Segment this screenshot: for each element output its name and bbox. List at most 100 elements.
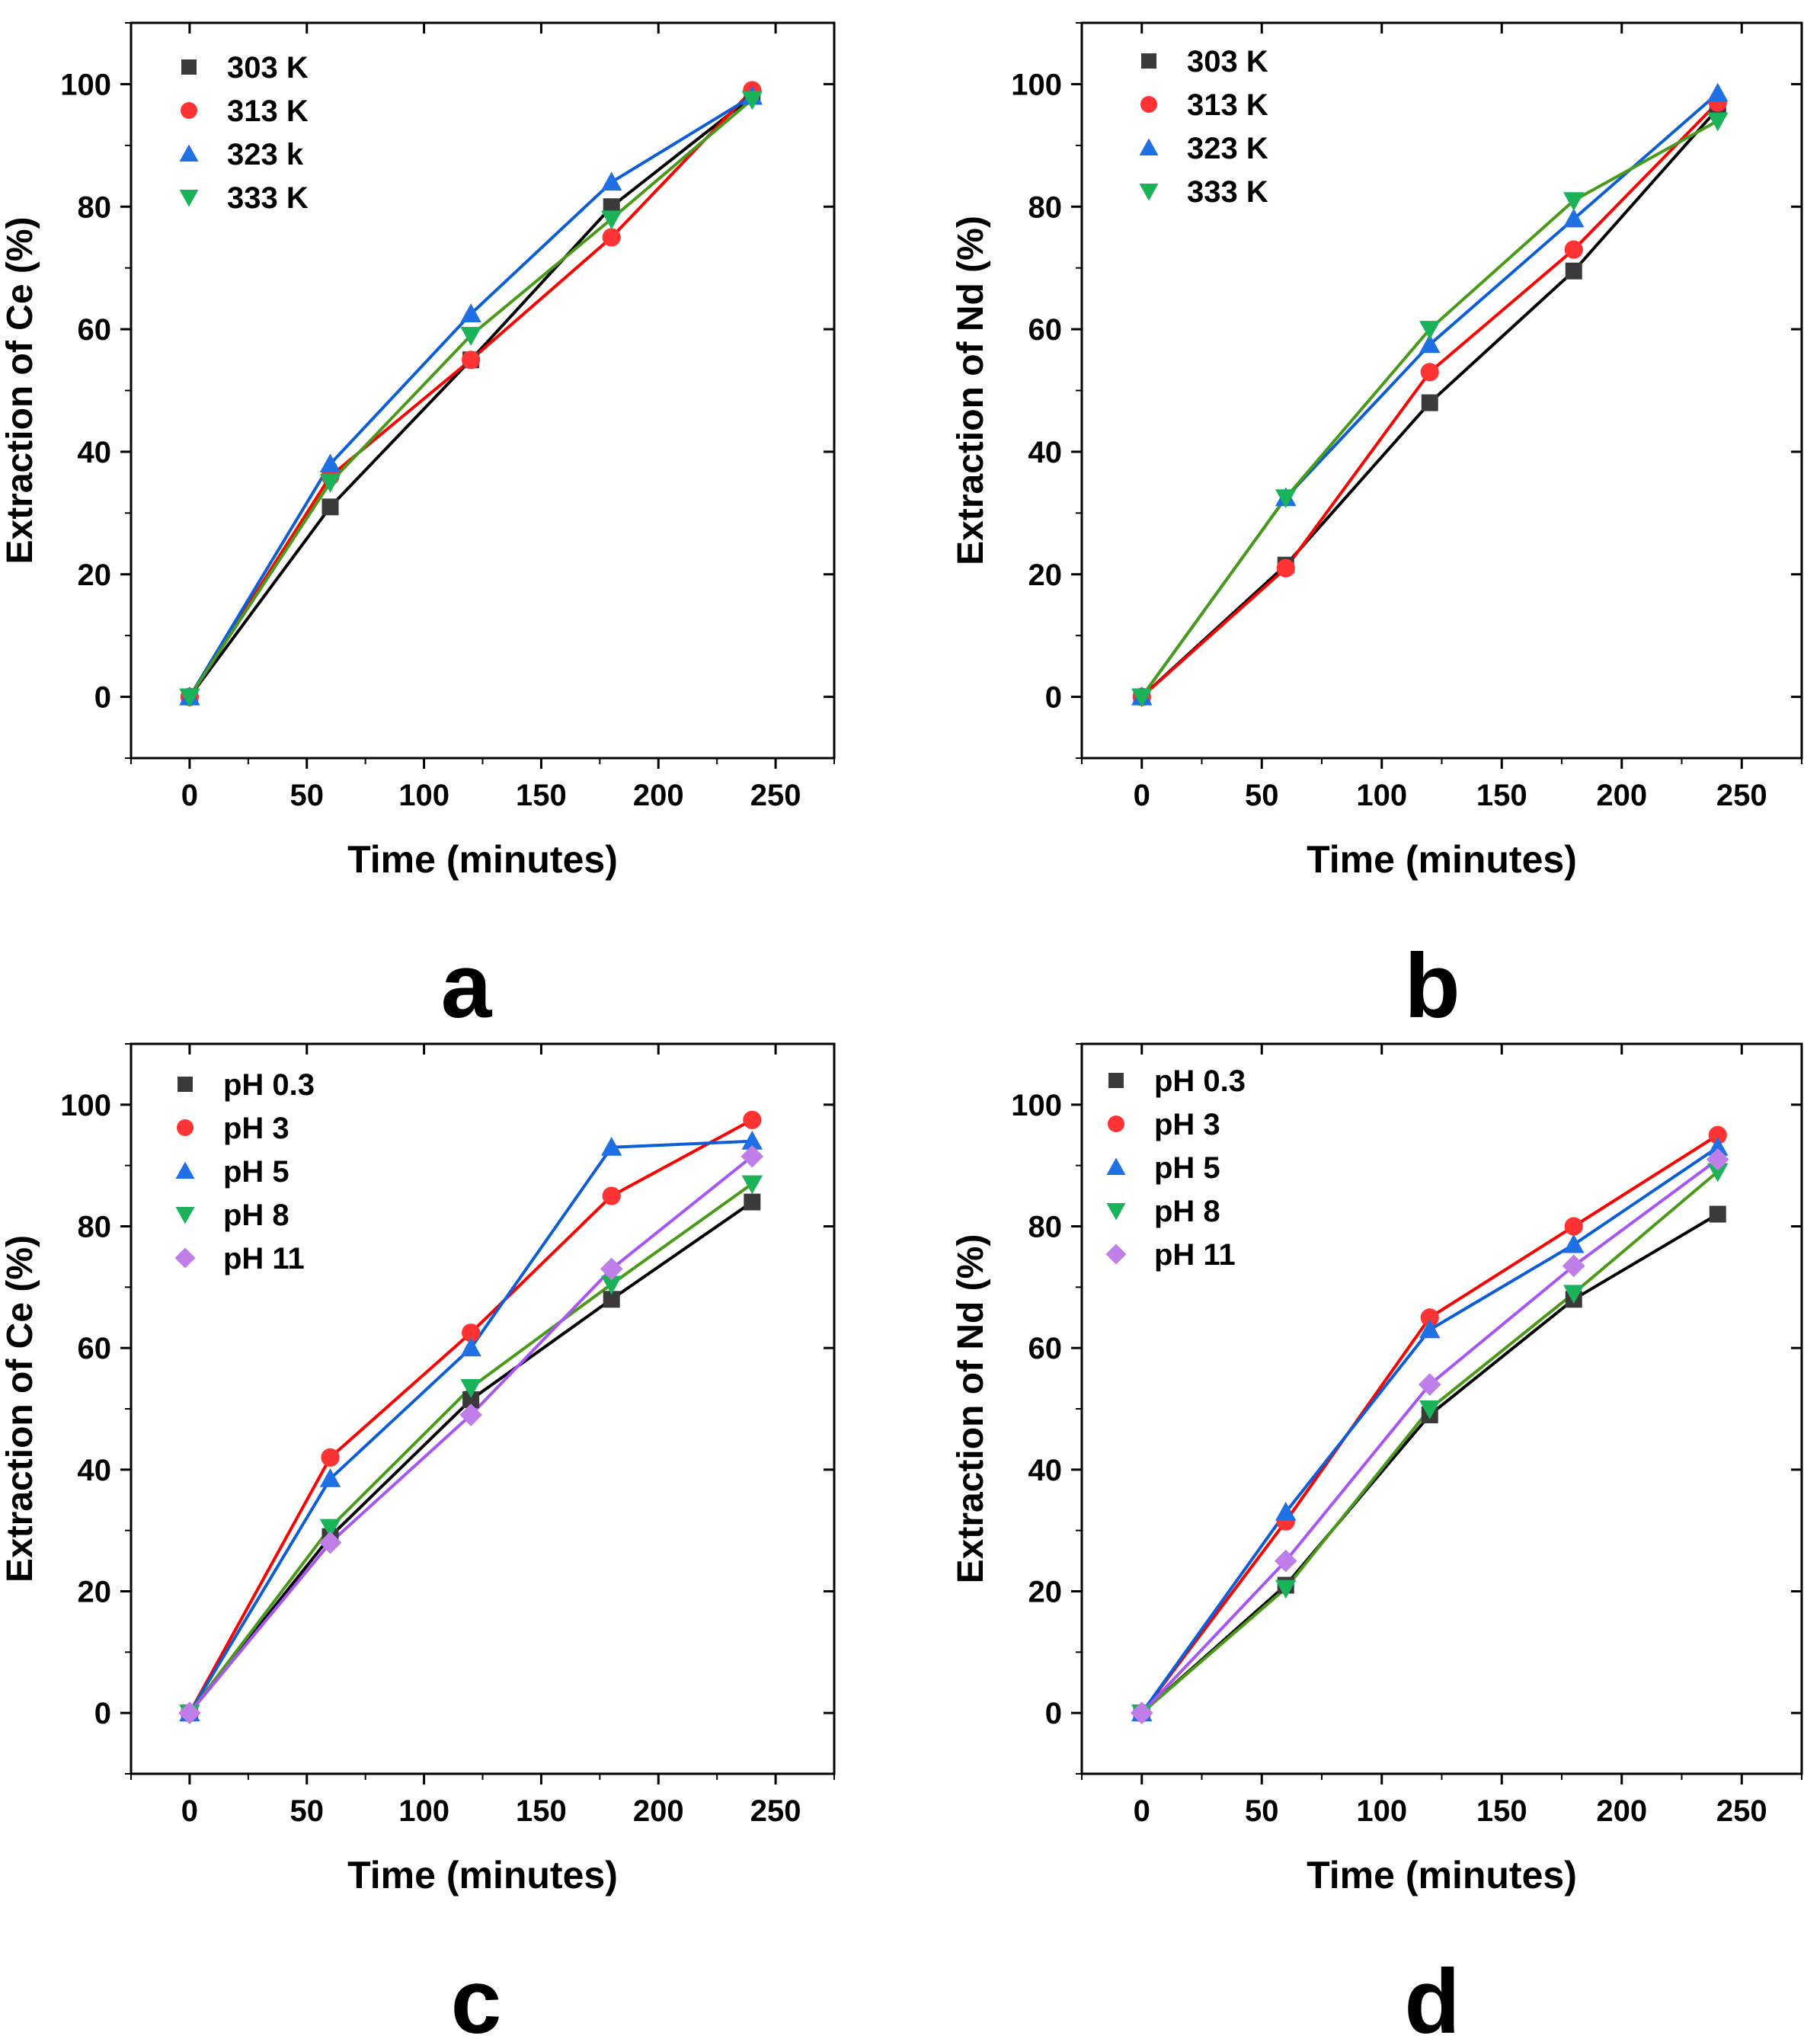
data-point xyxy=(1419,1400,1441,1419)
legend-label: 313 K xyxy=(1187,88,1268,122)
data-point xyxy=(600,1275,622,1295)
y-tick-label: 20 xyxy=(1028,1576,1063,1609)
y-tick-label: 80 xyxy=(78,1211,112,1244)
legend-marker xyxy=(1141,53,1156,69)
legend-label: 313 K xyxy=(227,94,309,128)
data-point xyxy=(1708,1125,1727,1144)
x-tick-label: 250 xyxy=(750,1794,801,1828)
legend-label: pH 3 xyxy=(1154,1108,1220,1141)
data-point xyxy=(1421,394,1438,411)
x-axis-label: Time (minutes) xyxy=(1307,1854,1577,1896)
data-point xyxy=(1563,192,1585,211)
data-point xyxy=(462,1391,480,1409)
data-point xyxy=(1420,1308,1439,1327)
data-point xyxy=(1562,1254,1585,1278)
legend-label: pH 0.3 xyxy=(1154,1064,1246,1098)
data-point xyxy=(744,1193,761,1211)
x-axis-label: Time (minutes) xyxy=(1307,838,1577,881)
data-point xyxy=(319,474,341,493)
x-tick-label: 50 xyxy=(1245,1794,1279,1828)
y-tick-label: 0 xyxy=(94,681,111,715)
y-tick-label: 0 xyxy=(1045,1697,1062,1730)
y-axis-label: Extraction of Ce (%) xyxy=(0,1235,40,1583)
x-tick-label: 100 xyxy=(1356,1794,1407,1828)
data-point xyxy=(1274,1549,1297,1573)
legend-marker xyxy=(181,102,197,119)
data-point xyxy=(319,1519,341,1538)
legend-marker xyxy=(1139,184,1159,201)
legend-marker xyxy=(181,59,197,75)
y-tick-label: 80 xyxy=(1028,190,1063,224)
y-tick-label: 20 xyxy=(78,1576,112,1609)
data-point xyxy=(1563,1285,1585,1304)
legend-label: 303 K xyxy=(1187,45,1268,78)
data-point xyxy=(179,688,200,708)
data-point xyxy=(1420,363,1439,382)
data-point xyxy=(460,303,481,322)
x-axis-label: Time (minutes) xyxy=(347,838,618,881)
chart-panel-d: 0 50 100 150 200 250 0 20 40 60 80 100 Time (minutes… xyxy=(951,1042,1803,2042)
data-point xyxy=(1275,1501,1297,1521)
x-tick-label: 50 xyxy=(290,779,325,812)
x-tick-label: 50 xyxy=(1245,779,1279,812)
legend-label: 333 K xyxy=(1187,175,1268,209)
legend-label: pH 8 xyxy=(223,1199,289,1232)
legend-label: pH 3 xyxy=(223,1112,289,1145)
data-point xyxy=(1707,112,1729,132)
legend-label: pH 11 xyxy=(1154,1238,1236,1272)
y-axis-label: Extraction of Nd (%) xyxy=(951,216,991,565)
y-tick-label: 100 xyxy=(1011,1089,1062,1122)
data-point xyxy=(460,327,481,346)
y-tick-label: 0 xyxy=(94,1697,111,1730)
plot-frame xyxy=(130,21,836,760)
panel-label: c xyxy=(451,1951,502,2042)
y-tick-label: 100 xyxy=(60,68,111,101)
plot-frame xyxy=(130,1042,836,1775)
legend-marker xyxy=(1108,1115,1124,1132)
data-point xyxy=(1563,1234,1585,1253)
data-point xyxy=(1275,489,1297,508)
y-tick-label: 100 xyxy=(60,1089,111,1122)
data-point xyxy=(1707,1136,1729,1156)
panel-label: a xyxy=(441,935,493,1037)
data-point xyxy=(1709,1205,1726,1223)
y-tick-label: 60 xyxy=(1028,1332,1063,1365)
x-tick-label: 150 xyxy=(1476,1794,1527,1828)
legend-marker xyxy=(179,144,199,162)
y-tick-label: 100 xyxy=(1011,68,1062,101)
data-point xyxy=(743,1110,762,1129)
data-point xyxy=(600,1136,622,1156)
y-tick-label: 20 xyxy=(1028,559,1063,592)
x-tick-label: 0 xyxy=(1134,779,1150,812)
data-point xyxy=(602,228,621,247)
data-point xyxy=(1130,1701,1153,1725)
x-tick-label: 200 xyxy=(1596,779,1647,812)
data-point xyxy=(600,210,622,230)
x-tick-label: 150 xyxy=(516,779,567,812)
data-point xyxy=(319,453,341,472)
legend-marker xyxy=(1106,1157,1126,1175)
y-tick-label: 60 xyxy=(78,313,112,347)
x-tick-label: 0 xyxy=(1134,1794,1150,1828)
x-tick-label: 200 xyxy=(1596,1794,1647,1828)
chart-panel-c: 0 50 100 150 200 250 0 20 40 60 80 100 Time (minutes… xyxy=(0,1042,836,2042)
y-tick-label: 40 xyxy=(1028,436,1063,469)
data-point xyxy=(741,91,763,110)
chart-panel-b: 0 50 100 150 200 250 0 20 40 60 80 100 Time (minutes… xyxy=(951,21,1803,1037)
x-tick-label: 200 xyxy=(633,779,684,812)
legend-marker xyxy=(1140,96,1157,113)
y-axis-label: Extraction of Nd (%) xyxy=(951,1234,991,1584)
y-tick-label: 40 xyxy=(78,1454,112,1487)
data-point xyxy=(321,498,339,516)
legend-label: pH 5 xyxy=(1154,1151,1220,1185)
legend-marker xyxy=(1105,1243,1127,1265)
y-tick-label: 20 xyxy=(78,559,112,592)
x-tick-label: 200 xyxy=(633,1794,684,1828)
legend-label: 323 K xyxy=(1187,132,1268,165)
series-line xyxy=(188,1155,753,1714)
y-tick-label: 80 xyxy=(78,190,112,224)
legend-label: pH 5 xyxy=(223,1155,289,1189)
x-tick-label: 250 xyxy=(750,779,801,812)
x-tick-label: 250 xyxy=(1716,1794,1767,1828)
